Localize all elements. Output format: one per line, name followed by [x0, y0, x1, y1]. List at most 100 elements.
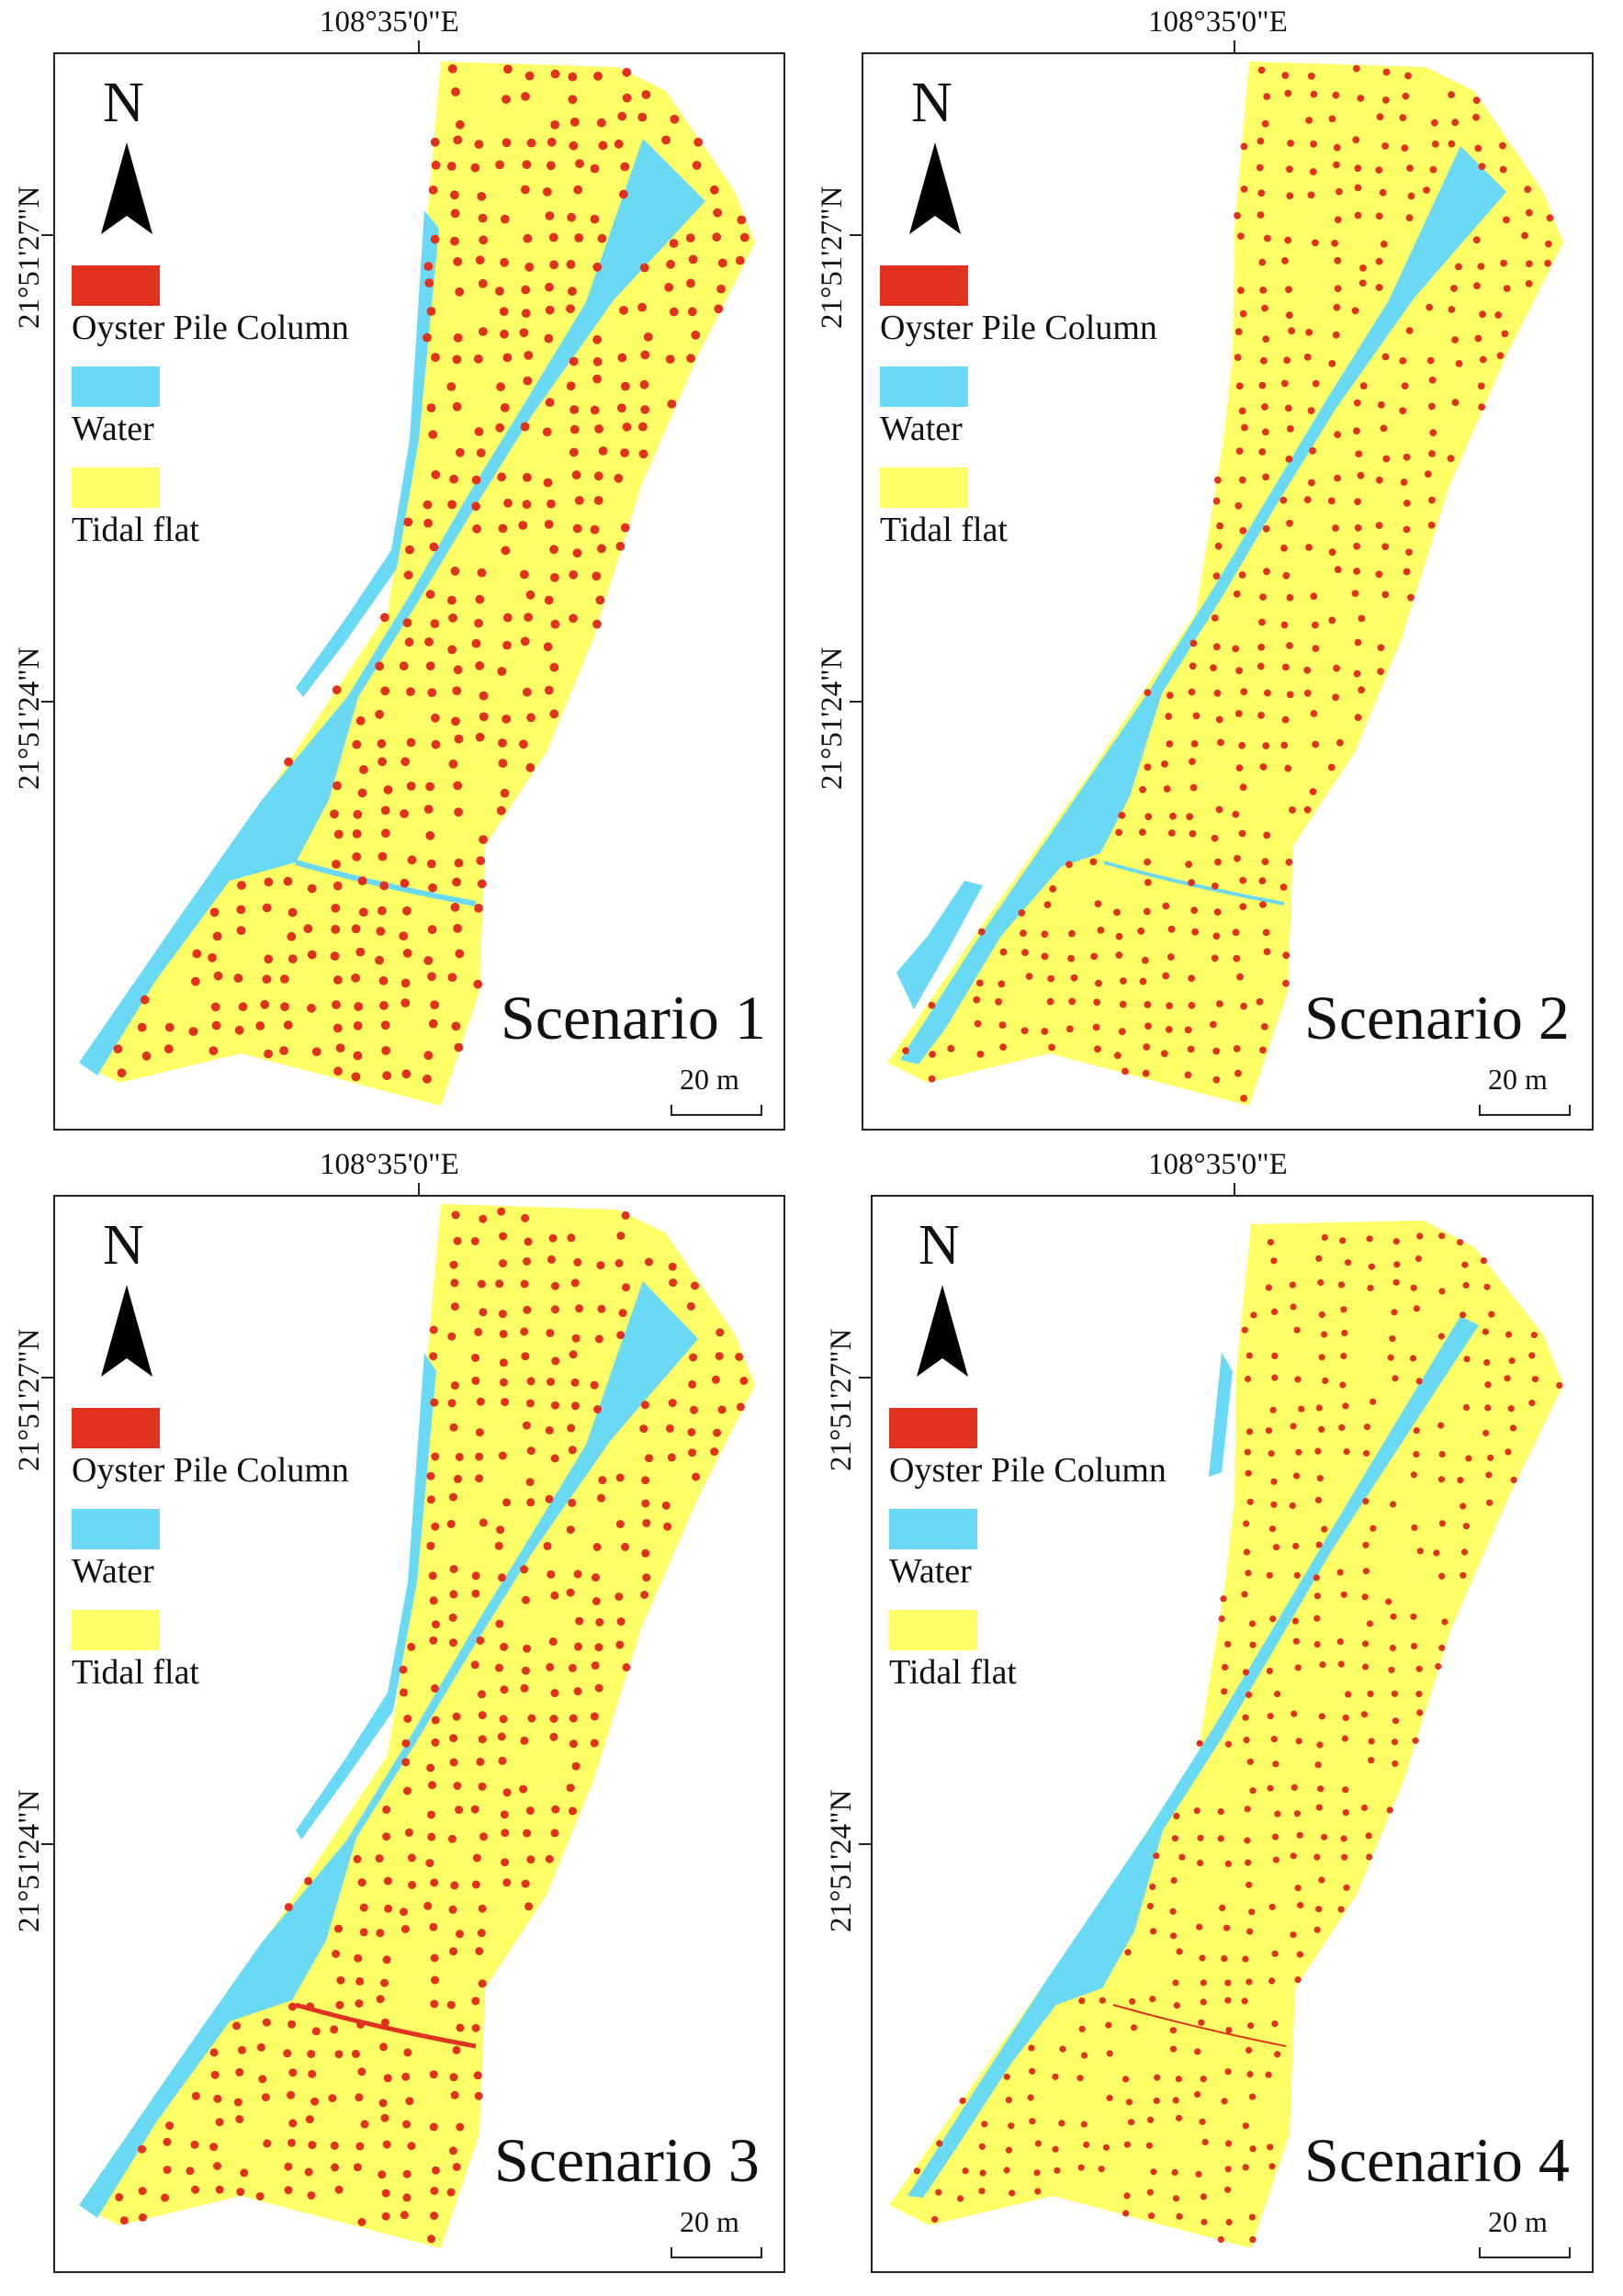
oyster-pile	[1318, 1425, 1325, 1433]
oyster-pile	[567, 212, 576, 222]
oyster-pile	[614, 1259, 624, 1267]
oyster-pile	[1249, 2145, 1257, 2153]
oyster-pile	[615, 1520, 625, 1528]
oyster-pile	[1318, 1713, 1325, 1720]
oyster-pile	[1212, 1075, 1221, 1084]
oyster-pile	[1054, 2167, 1061, 2174]
oyster-pile	[402, 2120, 411, 2129]
oyster-pile	[334, 2050, 344, 2059]
oyster-pile	[453, 781, 463, 791]
oyster-pile	[1220, 1595, 1227, 1603]
oyster-pile	[378, 976, 389, 985]
oyster-pile	[357, 788, 367, 798]
oyster-pile	[1167, 829, 1176, 837]
oyster-pile	[451, 1210, 460, 1220]
oyster-pile	[1259, 763, 1268, 771]
oyster-pile	[1244, 1806, 1251, 1813]
oyster-pile	[522, 160, 532, 170]
oyster-pile	[1399, 114, 1407, 121]
oyster-pile	[1286, 192, 1294, 200]
oyster-pile	[454, 1042, 464, 1052]
oyster-pile	[1296, 1831, 1303, 1839]
oyster-pile	[542, 187, 552, 197]
oyster-pile	[668, 1262, 677, 1271]
oyster-pile	[288, 2068, 298, 2077]
oyster-pile	[592, 1543, 602, 1551]
oyster-pile	[447, 1399, 456, 1408]
oyster-pile	[380, 1978, 389, 1987]
oyster-pile	[502, 1788, 512, 1797]
oyster-pile	[478, 1904, 487, 1913]
oyster-pile	[423, 805, 434, 814]
oyster-pile	[330, 2025, 339, 2034]
oyster-pile	[1354, 638, 1362, 647]
oyster-pile	[549, 709, 559, 719]
oyster-pile	[1139, 977, 1147, 985]
oyster-pile	[502, 138, 512, 148]
oyster-pile	[450, 1881, 459, 1890]
oyster-pile	[447, 645, 457, 655]
oyster-pile	[1239, 527, 1247, 535]
oyster-pile	[1241, 1591, 1248, 1598]
water-strip-west	[296, 1353, 436, 1840]
oyster-pile	[688, 1379, 697, 1389]
oyster-pile	[546, 1328, 555, 1337]
oyster-pile	[1316, 1741, 1324, 1749]
oyster-pile	[1415, 1665, 1423, 1672]
oyster-pile	[450, 190, 459, 200]
oyster-pile	[1143, 1043, 1151, 1051]
oyster-pile	[501, 1829, 510, 1838]
oyster-pile	[307, 1003, 316, 1013]
oyster-pile	[1462, 1403, 1471, 1412]
oyster-pile	[592, 334, 603, 344]
oyster-pile	[1428, 450, 1436, 457]
oyster-pile	[1221, 1955, 1228, 1963]
oyster-pile	[1315, 1255, 1323, 1262]
legend-label-tidal: Tidal flat	[880, 511, 1008, 549]
oyster-pile	[137, 1022, 147, 1032]
oyster-pile	[359, 765, 368, 774]
oyster-pile	[1315, 1804, 1323, 1811]
oyster-pile	[425, 831, 435, 840]
oyster-pile	[478, 1782, 487, 1791]
oyster-pile	[1246, 1928, 1254, 1935]
oyster-pile	[1286, 691, 1294, 699]
oyster-pile	[1357, 95, 1365, 102]
oyster-pile	[1427, 521, 1436, 529]
oyster-pile	[1403, 500, 1411, 507]
oyster-pile	[1375, 570, 1383, 579]
oyster-pile	[1184, 1026, 1192, 1034]
oyster-pile	[665, 355, 675, 364]
oyster-pile	[1262, 742, 1270, 749]
legend-label-tidal: Tidal flat	[72, 511, 199, 549]
legend-swatch-tidal	[72, 467, 160, 508]
oyster-pile	[378, 851, 388, 861]
oyster-pile	[1351, 590, 1359, 597]
oyster-pile	[692, 1472, 701, 1481]
oyster-pile	[1259, 287, 1268, 294]
oyster-pile	[525, 762, 535, 772]
oyster-pile	[542, 427, 552, 437]
oyster-pile	[1239, 310, 1247, 318]
oyster-pile	[426, 1541, 435, 1550]
oyster-pile	[403, 1715, 412, 1723]
oyster-pile	[615, 1473, 625, 1482]
oyster-pile	[1124, 1949, 1132, 1956]
oyster-pile	[550, 573, 559, 582]
oyster-pile	[287, 931, 297, 941]
oyster-pile	[568, 1446, 577, 1455]
longitude-label: 108°35'0"E	[320, 1148, 459, 1181]
oyster-pile	[191, 2091, 200, 2100]
oyster-pile	[430, 234, 440, 244]
oyster-pile	[383, 2074, 392, 2083]
oyster-pile	[308, 2069, 317, 2078]
oyster-pile	[1342, 1402, 1349, 1410]
oyster-pile	[1414, 1255, 1423, 1263]
oyster-pile	[475, 1452, 484, 1461]
oyster-pile	[1243, 1520, 1250, 1527]
oyster-pile	[476, 1397, 485, 1406]
oyster-pile	[431, 1716, 440, 1725]
oyster-pile	[1217, 738, 1224, 747]
oyster-pile	[1488, 1311, 1495, 1318]
oyster-pile	[1280, 545, 1288, 552]
